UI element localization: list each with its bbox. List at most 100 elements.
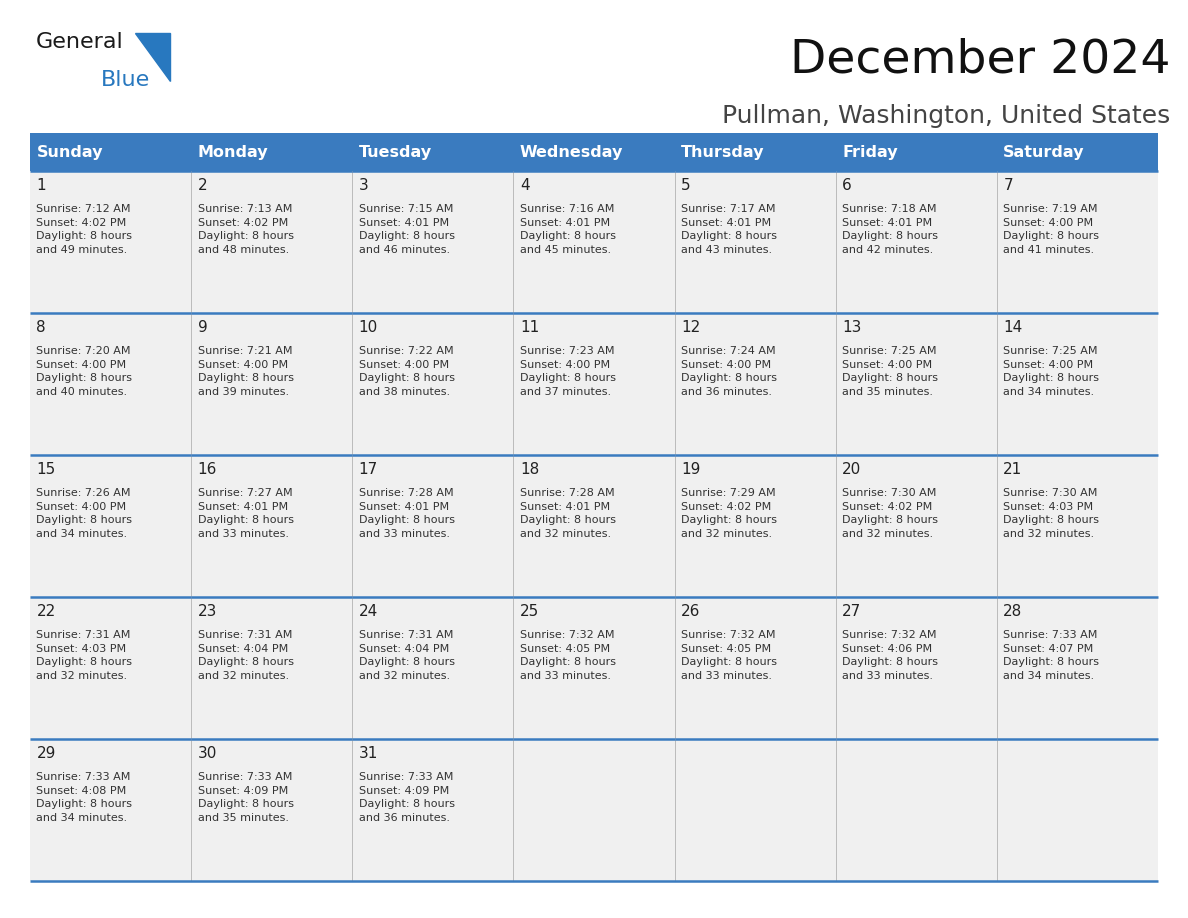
Bar [997, 739, 1158, 881]
Text: Sunrise: 7:15 AM
Sunset: 4:01 PM
Daylight: 8 hours
and 46 minutes.: Sunrise: 7:15 AM Sunset: 4:01 PM Dayligh… [359, 204, 455, 255]
Text: 20: 20 [842, 463, 861, 477]
Text: Wednesday: Wednesday [520, 144, 624, 160]
Text: Sunrise: 7:31 AM
Sunset: 4:04 PM
Daylight: 8 hours
and 32 minutes.: Sunrise: 7:31 AM Sunset: 4:04 PM Dayligh… [197, 630, 293, 681]
Text: Saturday: Saturday [1004, 144, 1085, 160]
Bar [353, 313, 513, 455]
Bar [675, 133, 835, 171]
Bar [191, 597, 353, 739]
Bar [30, 313, 191, 455]
Text: 14: 14 [1004, 320, 1023, 335]
Bar [675, 597, 835, 739]
Bar [30, 133, 191, 171]
Bar [513, 313, 675, 455]
Bar [835, 597, 997, 739]
Bar [675, 739, 835, 881]
Text: 8: 8 [37, 320, 46, 335]
Text: 12: 12 [681, 320, 700, 335]
Text: Sunrise: 7:28 AM
Sunset: 4:01 PM
Daylight: 8 hours
and 33 minutes.: Sunrise: 7:28 AM Sunset: 4:01 PM Dayligh… [359, 488, 455, 539]
Bar [997, 133, 1158, 171]
Bar [353, 597, 513, 739]
Text: Sunrise: 7:17 AM
Sunset: 4:01 PM
Daylight: 8 hours
and 43 minutes.: Sunrise: 7:17 AM Sunset: 4:01 PM Dayligh… [681, 204, 777, 255]
Text: Sunrise: 7:30 AM
Sunset: 4:02 PM
Daylight: 8 hours
and 32 minutes.: Sunrise: 7:30 AM Sunset: 4:02 PM Dayligh… [842, 488, 939, 539]
Text: 13: 13 [842, 320, 861, 335]
Bar [997, 597, 1158, 739]
Text: Sunrise: 7:12 AM
Sunset: 4:02 PM
Daylight: 8 hours
and 49 minutes.: Sunrise: 7:12 AM Sunset: 4:02 PM Dayligh… [37, 204, 132, 255]
Text: 29: 29 [37, 746, 56, 761]
Bar [353, 455, 513, 597]
Text: Sunrise: 7:16 AM
Sunset: 4:01 PM
Daylight: 8 hours
and 45 minutes.: Sunrise: 7:16 AM Sunset: 4:01 PM Dayligh… [520, 204, 615, 255]
Bar [835, 455, 997, 597]
Bar [675, 455, 835, 597]
Text: 3: 3 [359, 178, 368, 194]
Text: Sunrise: 7:27 AM
Sunset: 4:01 PM
Daylight: 8 hours
and 33 minutes.: Sunrise: 7:27 AM Sunset: 4:01 PM Dayligh… [197, 488, 293, 539]
Polygon shape [134, 33, 170, 81]
Bar [513, 739, 675, 881]
Text: 24: 24 [359, 604, 378, 620]
Bar [191, 171, 353, 313]
Bar [835, 739, 997, 881]
Bar [513, 455, 675, 597]
Bar [835, 171, 997, 313]
Text: Sunrise: 7:24 AM
Sunset: 4:00 PM
Daylight: 8 hours
and 36 minutes.: Sunrise: 7:24 AM Sunset: 4:00 PM Dayligh… [681, 346, 777, 397]
Bar [675, 313, 835, 455]
Bar [835, 133, 997, 171]
Text: Sunrise: 7:22 AM
Sunset: 4:00 PM
Daylight: 8 hours
and 38 minutes.: Sunrise: 7:22 AM Sunset: 4:00 PM Dayligh… [359, 346, 455, 397]
Text: Sunrise: 7:28 AM
Sunset: 4:01 PM
Daylight: 8 hours
and 32 minutes.: Sunrise: 7:28 AM Sunset: 4:01 PM Dayligh… [520, 488, 615, 539]
Text: Sunrise: 7:25 AM
Sunset: 4:00 PM
Daylight: 8 hours
and 35 minutes.: Sunrise: 7:25 AM Sunset: 4:00 PM Dayligh… [842, 346, 939, 397]
Bar [997, 313, 1158, 455]
Text: 19: 19 [681, 463, 701, 477]
Text: 5: 5 [681, 178, 690, 194]
Bar [675, 171, 835, 313]
Text: 28: 28 [1004, 604, 1023, 620]
Text: Sunrise: 7:32 AM
Sunset: 4:05 PM
Daylight: 8 hours
and 33 minutes.: Sunrise: 7:32 AM Sunset: 4:05 PM Dayligh… [520, 630, 615, 681]
Bar [30, 171, 191, 313]
Bar [997, 455, 1158, 597]
Bar [191, 133, 353, 171]
Text: Sunrise: 7:31 AM
Sunset: 4:03 PM
Daylight: 8 hours
and 32 minutes.: Sunrise: 7:31 AM Sunset: 4:03 PM Dayligh… [37, 630, 132, 681]
Text: Monday: Monday [197, 144, 268, 160]
Text: 2: 2 [197, 178, 207, 194]
Text: 18: 18 [520, 463, 539, 477]
Bar [191, 739, 353, 881]
Bar [353, 171, 513, 313]
Text: 11: 11 [520, 320, 539, 335]
Text: Sunrise: 7:31 AM
Sunset: 4:04 PM
Daylight: 8 hours
and 32 minutes.: Sunrise: 7:31 AM Sunset: 4:04 PM Dayligh… [359, 630, 455, 681]
Bar [353, 739, 513, 881]
Bar [513, 597, 675, 739]
Bar [835, 313, 997, 455]
Bar [191, 313, 353, 455]
Text: 17: 17 [359, 463, 378, 477]
Text: Sunrise: 7:19 AM
Sunset: 4:00 PM
Daylight: 8 hours
and 41 minutes.: Sunrise: 7:19 AM Sunset: 4:00 PM Dayligh… [1004, 204, 1099, 255]
Text: Tuesday: Tuesday [359, 144, 432, 160]
Text: Blue: Blue [101, 70, 151, 90]
Text: Sunrise: 7:32 AM
Sunset: 4:06 PM
Daylight: 8 hours
and 33 minutes.: Sunrise: 7:32 AM Sunset: 4:06 PM Dayligh… [842, 630, 939, 681]
Text: 23: 23 [197, 604, 217, 620]
Text: 26: 26 [681, 604, 701, 620]
Text: Sunday: Sunday [37, 144, 103, 160]
Text: General: General [36, 31, 124, 51]
Text: 1: 1 [37, 178, 46, 194]
Text: 21: 21 [1004, 463, 1023, 477]
Text: 16: 16 [197, 463, 217, 477]
Bar [30, 597, 191, 739]
Text: Sunrise: 7:30 AM
Sunset: 4:03 PM
Daylight: 8 hours
and 32 minutes.: Sunrise: 7:30 AM Sunset: 4:03 PM Dayligh… [1004, 488, 1099, 539]
Text: Sunrise: 7:20 AM
Sunset: 4:00 PM
Daylight: 8 hours
and 40 minutes.: Sunrise: 7:20 AM Sunset: 4:00 PM Dayligh… [37, 346, 132, 397]
Text: Sunrise: 7:29 AM
Sunset: 4:02 PM
Daylight: 8 hours
and 32 minutes.: Sunrise: 7:29 AM Sunset: 4:02 PM Dayligh… [681, 488, 777, 539]
Text: 25: 25 [520, 604, 539, 620]
Text: Sunrise: 7:33 AM
Sunset: 4:08 PM
Daylight: 8 hours
and 34 minutes.: Sunrise: 7:33 AM Sunset: 4:08 PM Dayligh… [37, 772, 132, 823]
Text: 9: 9 [197, 320, 208, 335]
Text: 7: 7 [1004, 178, 1013, 194]
Bar [513, 133, 675, 171]
Text: Sunrise: 7:13 AM
Sunset: 4:02 PM
Daylight: 8 hours
and 48 minutes.: Sunrise: 7:13 AM Sunset: 4:02 PM Dayligh… [197, 204, 293, 255]
Text: Sunrise: 7:23 AM
Sunset: 4:00 PM
Daylight: 8 hours
and 37 minutes.: Sunrise: 7:23 AM Sunset: 4:00 PM Dayligh… [520, 346, 615, 397]
Bar [191, 455, 353, 597]
Text: Sunrise: 7:33 AM
Sunset: 4:07 PM
Daylight: 8 hours
and 34 minutes.: Sunrise: 7:33 AM Sunset: 4:07 PM Dayligh… [1004, 630, 1099, 681]
Text: Sunrise: 7:26 AM
Sunset: 4:00 PM
Daylight: 8 hours
and 34 minutes.: Sunrise: 7:26 AM Sunset: 4:00 PM Dayligh… [37, 488, 132, 539]
Bar [513, 171, 675, 313]
Text: 30: 30 [197, 746, 217, 761]
Bar [30, 455, 191, 597]
Text: Thursday: Thursday [681, 144, 765, 160]
Text: Sunrise: 7:18 AM
Sunset: 4:01 PM
Daylight: 8 hours
and 42 minutes.: Sunrise: 7:18 AM Sunset: 4:01 PM Dayligh… [842, 204, 939, 255]
Text: 31: 31 [359, 746, 378, 761]
Text: December 2024: December 2024 [790, 38, 1170, 83]
